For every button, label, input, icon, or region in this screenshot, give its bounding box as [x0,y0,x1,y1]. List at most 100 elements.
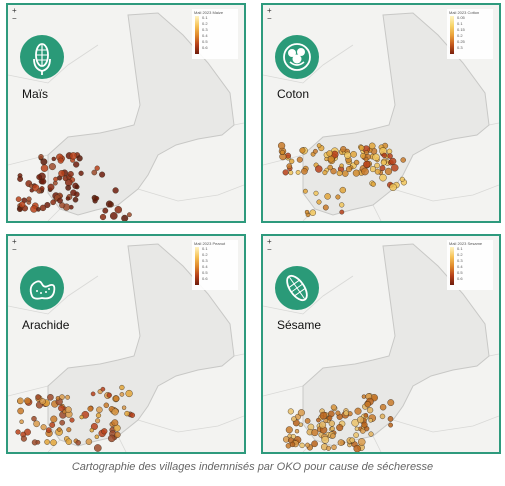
village-marker[interactable] [114,431,121,438]
village-marker[interactable] [38,154,44,160]
village-marker[interactable] [339,202,345,208]
village-marker[interactable] [322,170,328,176]
village-marker[interactable] [326,150,333,157]
village-marker[interactable] [319,421,327,429]
village-marker[interactable] [335,410,341,416]
village-marker[interactable] [322,204,329,211]
village-marker[interactable] [58,405,65,412]
village-marker[interactable] [323,418,329,423]
village-marker[interactable] [327,164,333,171]
village-marker[interactable] [36,188,42,194]
village-marker[interactable] [330,426,335,432]
village-marker[interactable] [114,205,123,214]
village-marker[interactable] [290,433,296,439]
village-marker[interactable] [124,410,130,417]
village-marker[interactable] [85,438,93,445]
village-marker[interactable] [370,181,376,187]
village-marker[interactable] [53,176,58,182]
village-marker[interactable] [17,397,24,405]
village-marker[interactable] [91,169,98,176]
village-marker[interactable] [389,183,397,192]
village-marker[interactable] [387,416,394,422]
village-marker[interactable] [358,145,365,151]
village-marker[interactable] [50,415,58,423]
village-marker[interactable] [335,194,341,200]
village-marker[interactable] [381,152,387,159]
village-marker[interactable] [363,160,371,168]
village-marker[interactable] [39,398,46,405]
village-marker[interactable] [69,417,75,423]
village-marker[interactable] [364,401,371,408]
village-marker[interactable] [304,418,311,424]
village-marker[interactable] [352,169,360,177]
village-marker[interactable] [127,212,132,218]
village-marker[interactable] [354,426,360,432]
village-marker[interactable] [368,431,374,437]
village-marker[interactable] [74,184,80,190]
village-marker[interactable] [387,153,393,159]
village-marker[interactable] [309,209,316,216]
village-marker[interactable] [391,164,399,172]
village-marker[interactable] [339,209,345,215]
village-marker[interactable] [79,414,84,420]
village-marker[interactable] [379,403,387,411]
village-marker[interactable] [105,200,113,208]
village-marker[interactable] [94,434,100,440]
village-marker[interactable] [94,444,102,452]
village-marker[interactable] [291,416,297,422]
village-marker[interactable] [387,399,395,407]
village-marker[interactable] [33,420,40,428]
village-marker[interactable] [58,170,66,177]
village-marker[interactable] [65,196,71,201]
village-marker[interactable] [298,422,303,427]
village-marker[interactable] [46,427,52,433]
village-marker[interactable] [65,394,70,400]
village-marker[interactable] [311,429,319,437]
village-marker[interactable] [51,156,56,162]
village-marker[interactable] [111,408,119,416]
village-marker[interactable] [363,156,369,162]
village-marker[interactable] [339,163,344,168]
village-marker[interactable] [336,170,343,177]
village-marker[interactable] [36,174,43,181]
village-marker[interactable] [289,441,296,448]
village-marker[interactable] [330,168,337,175]
zoom-out-button[interactable]: − [267,14,272,23]
village-marker[interactable] [59,419,66,426]
village-marker[interactable] [15,429,21,435]
village-marker[interactable] [129,412,136,418]
village-marker[interactable] [315,165,323,173]
village-marker[interactable] [321,435,330,444]
village-marker[interactable] [110,212,118,220]
village-marker[interactable] [70,189,77,196]
village-marker[interactable] [57,197,63,204]
village-marker[interactable] [66,427,72,433]
village-marker[interactable] [90,391,96,397]
zoom-out-button[interactable]: − [12,14,17,23]
village-marker[interactable] [301,167,308,175]
village-marker[interactable] [75,439,81,446]
village-marker[interactable] [69,152,78,160]
village-marker[interactable] [36,207,41,212]
village-marker[interactable] [278,142,286,150]
village-marker[interactable] [57,427,62,432]
village-marker[interactable] [279,149,285,155]
village-marker[interactable] [47,393,54,401]
village-marker[interactable] [90,422,98,430]
village-marker[interactable] [72,196,79,203]
village-marker[interactable] [380,159,387,166]
village-marker[interactable] [76,155,83,162]
village-marker[interactable] [374,162,380,169]
village-marker[interactable] [99,171,106,178]
village-marker[interactable] [35,439,41,445]
village-marker[interactable] [289,158,295,164]
village-marker[interactable] [103,402,110,409]
village-marker[interactable] [313,190,319,196]
village-marker[interactable] [19,419,24,424]
village-marker[interactable] [282,169,289,176]
zoom-in-button[interactable]: + [12,237,17,246]
village-marker[interactable] [336,424,344,432]
village-marker[interactable] [379,173,387,182]
village-marker[interactable] [95,418,101,424]
village-marker[interactable] [96,406,103,414]
